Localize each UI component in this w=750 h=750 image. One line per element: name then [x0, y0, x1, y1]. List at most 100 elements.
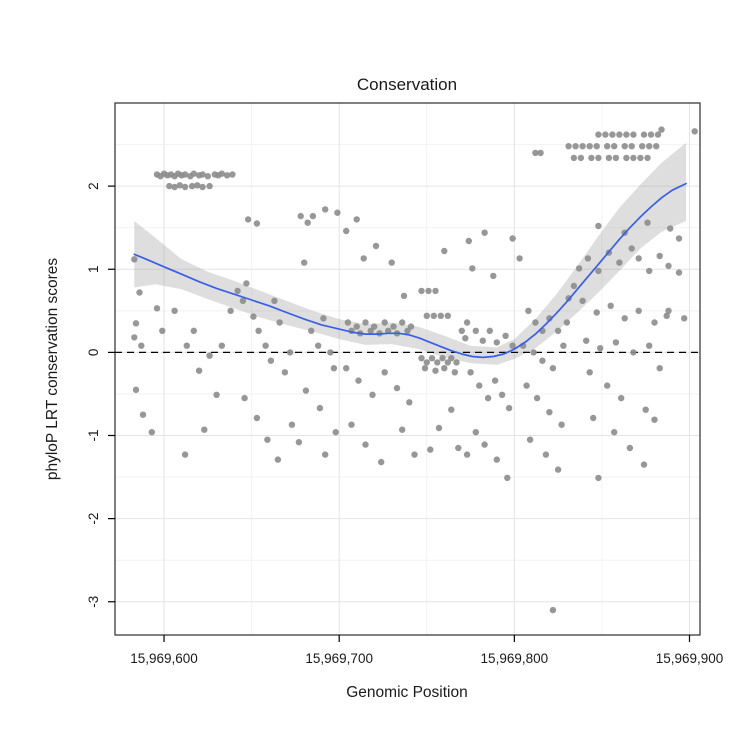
data-point: [530, 349, 537, 356]
data-point: [399, 319, 406, 326]
data-point: [181, 183, 189, 191]
data-point: [586, 143, 593, 150]
data-point: [444, 359, 451, 366]
data-point: [428, 355, 436, 362]
data-point: [369, 391, 376, 398]
data-point: [611, 429, 618, 436]
smooth-line: [133, 182, 687, 359]
data-point: [195, 367, 203, 374]
data-point: [605, 154, 613, 162]
data-point: [623, 154, 630, 162]
data-point: [467, 369, 474, 376]
data-point: [138, 342, 145, 349]
major-grid-layer: [115, 103, 700, 635]
data-point: [618, 394, 625, 402]
data-point: [441, 247, 448, 255]
data-point: [604, 143, 611, 150]
data-point: [309, 212, 317, 220]
data-point: [334, 209, 341, 216]
data-point: [297, 212, 304, 220]
data-point: [218, 170, 225, 177]
data-point: [472, 429, 479, 436]
data-point: [523, 382, 530, 389]
data-point: [421, 365, 429, 372]
y-axis-title: phyloP LRT conservation scores: [44, 258, 61, 481]
data-point: [539, 357, 546, 364]
data-point: [602, 131, 609, 138]
data-point: [181, 171, 189, 178]
data-point: [537, 149, 544, 157]
data-point: [400, 292, 408, 300]
data-point: [213, 391, 220, 398]
data-point: [451, 369, 458, 376]
data-point: [223, 172, 231, 179]
data-point: [533, 394, 541, 402]
data-point: [204, 173, 211, 180]
x-tick-label: 15,969,800: [481, 651, 549, 666]
data-point: [590, 414, 597, 422]
data-point: [665, 307, 672, 314]
data-point: [274, 456, 282, 463]
data-point: [253, 414, 261, 422]
data-point: [301, 259, 308, 266]
data-point: [448, 406, 455, 413]
data-point: [472, 327, 479, 334]
data-point: [570, 154, 578, 162]
y-tick-label: -2: [86, 513, 101, 525]
data-point: [385, 327, 392, 334]
data-point: [250, 313, 257, 320]
data-point: [586, 369, 593, 376]
data-point: [604, 382, 611, 389]
data-point: [611, 143, 618, 150]
data-point: [322, 206, 329, 213]
data-point: [304, 219, 311, 226]
data-point: [465, 237, 472, 245]
data-point: [171, 183, 178, 191]
data-point: [434, 359, 441, 366]
data-point: [308, 327, 315, 334]
data-point: [469, 265, 476, 272]
data-point: [353, 216, 360, 223]
data-point: [628, 143, 635, 150]
data-point: [372, 242, 380, 250]
data-point: [432, 287, 439, 295]
data-point: [584, 255, 592, 262]
data-point: [227, 307, 234, 314]
data-point: [199, 171, 206, 178]
data-point: [621, 143, 628, 150]
data-point: [595, 222, 602, 230]
data-point: [281, 369, 289, 376]
data-point: [332, 429, 339, 436]
data-point: [239, 297, 247, 304]
data-point: [656, 252, 663, 260]
data-point: [593, 143, 600, 150]
data-point: [439, 355, 446, 362]
axis-ticks-layer: 15,969,600 15,969,700 15,969,800 15,969,900…: [86, 182, 723, 666]
x-tick-label: 15,969,700: [305, 651, 373, 666]
data-point: [532, 319, 539, 326]
data-point: [691, 128, 698, 135]
data-point: [411, 451, 418, 458]
data-point: [640, 131, 648, 138]
x-tick-label: 15,969,600: [130, 651, 198, 666]
data-point: [241, 394, 248, 402]
data-point: [549, 365, 557, 372]
data-point: [637, 154, 644, 162]
data-point: [218, 342, 225, 349]
data-point: [255, 327, 262, 334]
data-point: [658, 126, 665, 133]
data-point: [612, 154, 620, 162]
data-point: [570, 282, 578, 290]
data-point: [362, 441, 369, 448]
data-point: [427, 446, 434, 453]
data-point: [493, 339, 500, 346]
data-point: [381, 369, 388, 376]
data-point: [302, 387, 310, 394]
data-point: [681, 315, 688, 322]
data-point: [656, 365, 663, 372]
data-point: [647, 131, 655, 138]
data-point: [493, 456, 500, 463]
data-point: [381, 319, 388, 326]
